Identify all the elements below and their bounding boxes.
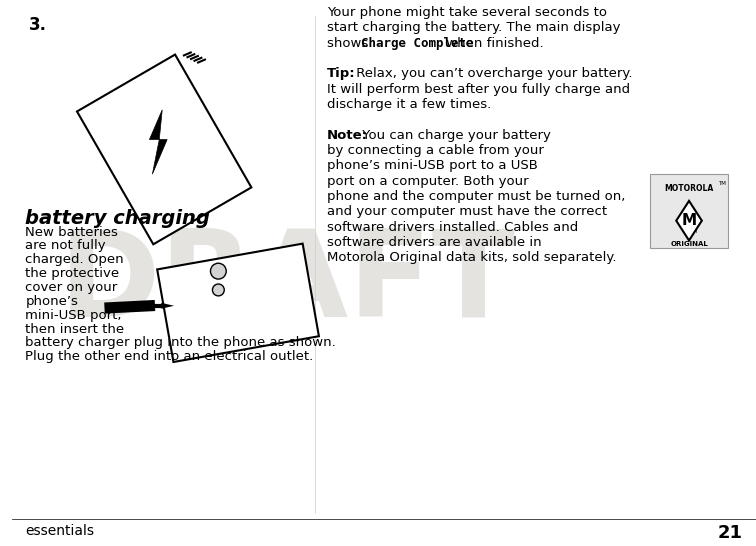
Polygon shape — [161, 303, 174, 308]
Text: phone’s mini-USB port to a USB: phone’s mini-USB port to a USB — [327, 159, 538, 173]
Polygon shape — [150, 110, 167, 174]
Polygon shape — [157, 244, 319, 362]
Text: discharge it a few times.: discharge it a few times. — [327, 98, 491, 111]
Text: ™: ™ — [689, 229, 699, 239]
Text: Note:: Note: — [327, 129, 367, 141]
Text: when finished.: when finished. — [442, 37, 544, 50]
Text: software drivers are available in: software drivers are available in — [327, 236, 541, 249]
Text: You can charge your battery: You can charge your battery — [358, 129, 551, 141]
Circle shape — [212, 284, 225, 296]
Text: are not fully: are not fully — [26, 240, 106, 252]
Text: charged. Open: charged. Open — [26, 253, 124, 266]
Text: Motorola Original data kits, sold separately.: Motorola Original data kits, sold separa… — [327, 251, 616, 264]
Text: ORIGINAL: ORIGINAL — [670, 241, 708, 247]
Text: DRAFT: DRAFT — [59, 224, 516, 342]
Text: MOTOROLA: MOTOROLA — [665, 184, 714, 193]
Text: 3.: 3. — [29, 16, 48, 34]
Text: cover on your: cover on your — [26, 281, 118, 294]
Text: Charge Complete: Charge Complete — [361, 37, 473, 50]
Text: Tip:: Tip: — [327, 67, 355, 80]
Text: then insert the: then insert the — [26, 323, 125, 336]
Text: the protective: the protective — [26, 267, 119, 280]
Text: mini-USB port,: mini-USB port, — [26, 308, 122, 322]
Text: battery charger plug into the phone as shown.: battery charger plug into the phone as s… — [26, 336, 336, 349]
Polygon shape — [676, 201, 702, 240]
Text: start charging the battery. The main display: start charging the battery. The main dis… — [327, 21, 620, 34]
Text: and your computer must have the correct: and your computer must have the correct — [327, 205, 607, 218]
Text: shows: shows — [327, 37, 372, 50]
Text: port on a computer. Both your: port on a computer. Both your — [327, 175, 528, 188]
Text: phone and the computer must be turned on,: phone and the computer must be turned on… — [327, 190, 625, 203]
Text: Your phone might take several seconds to: Your phone might take several seconds to — [327, 6, 606, 19]
Text: software drivers installed. Cables and: software drivers installed. Cables and — [327, 221, 578, 234]
Text: M: M — [681, 213, 696, 228]
Polygon shape — [77, 55, 252, 244]
Text: essentials: essentials — [26, 525, 94, 538]
Text: battery charging: battery charging — [26, 209, 210, 228]
Circle shape — [210, 263, 226, 279]
Text: phone’s: phone’s — [26, 295, 78, 308]
Text: Plug the other end into an electrical outlet.: Plug the other end into an electrical ou… — [26, 351, 314, 363]
Text: Relax, you can’t overcharge your battery.: Relax, you can’t overcharge your battery… — [352, 67, 633, 80]
Text: by connecting a cable from your: by connecting a cable from your — [327, 144, 544, 157]
Text: TM: TM — [717, 181, 726, 186]
FancyBboxPatch shape — [649, 174, 729, 248]
Text: New batteries: New batteries — [26, 225, 118, 239]
Text: It will perform best after you fully charge and: It will perform best after you fully cha… — [327, 82, 630, 96]
Text: 21: 21 — [717, 525, 742, 543]
